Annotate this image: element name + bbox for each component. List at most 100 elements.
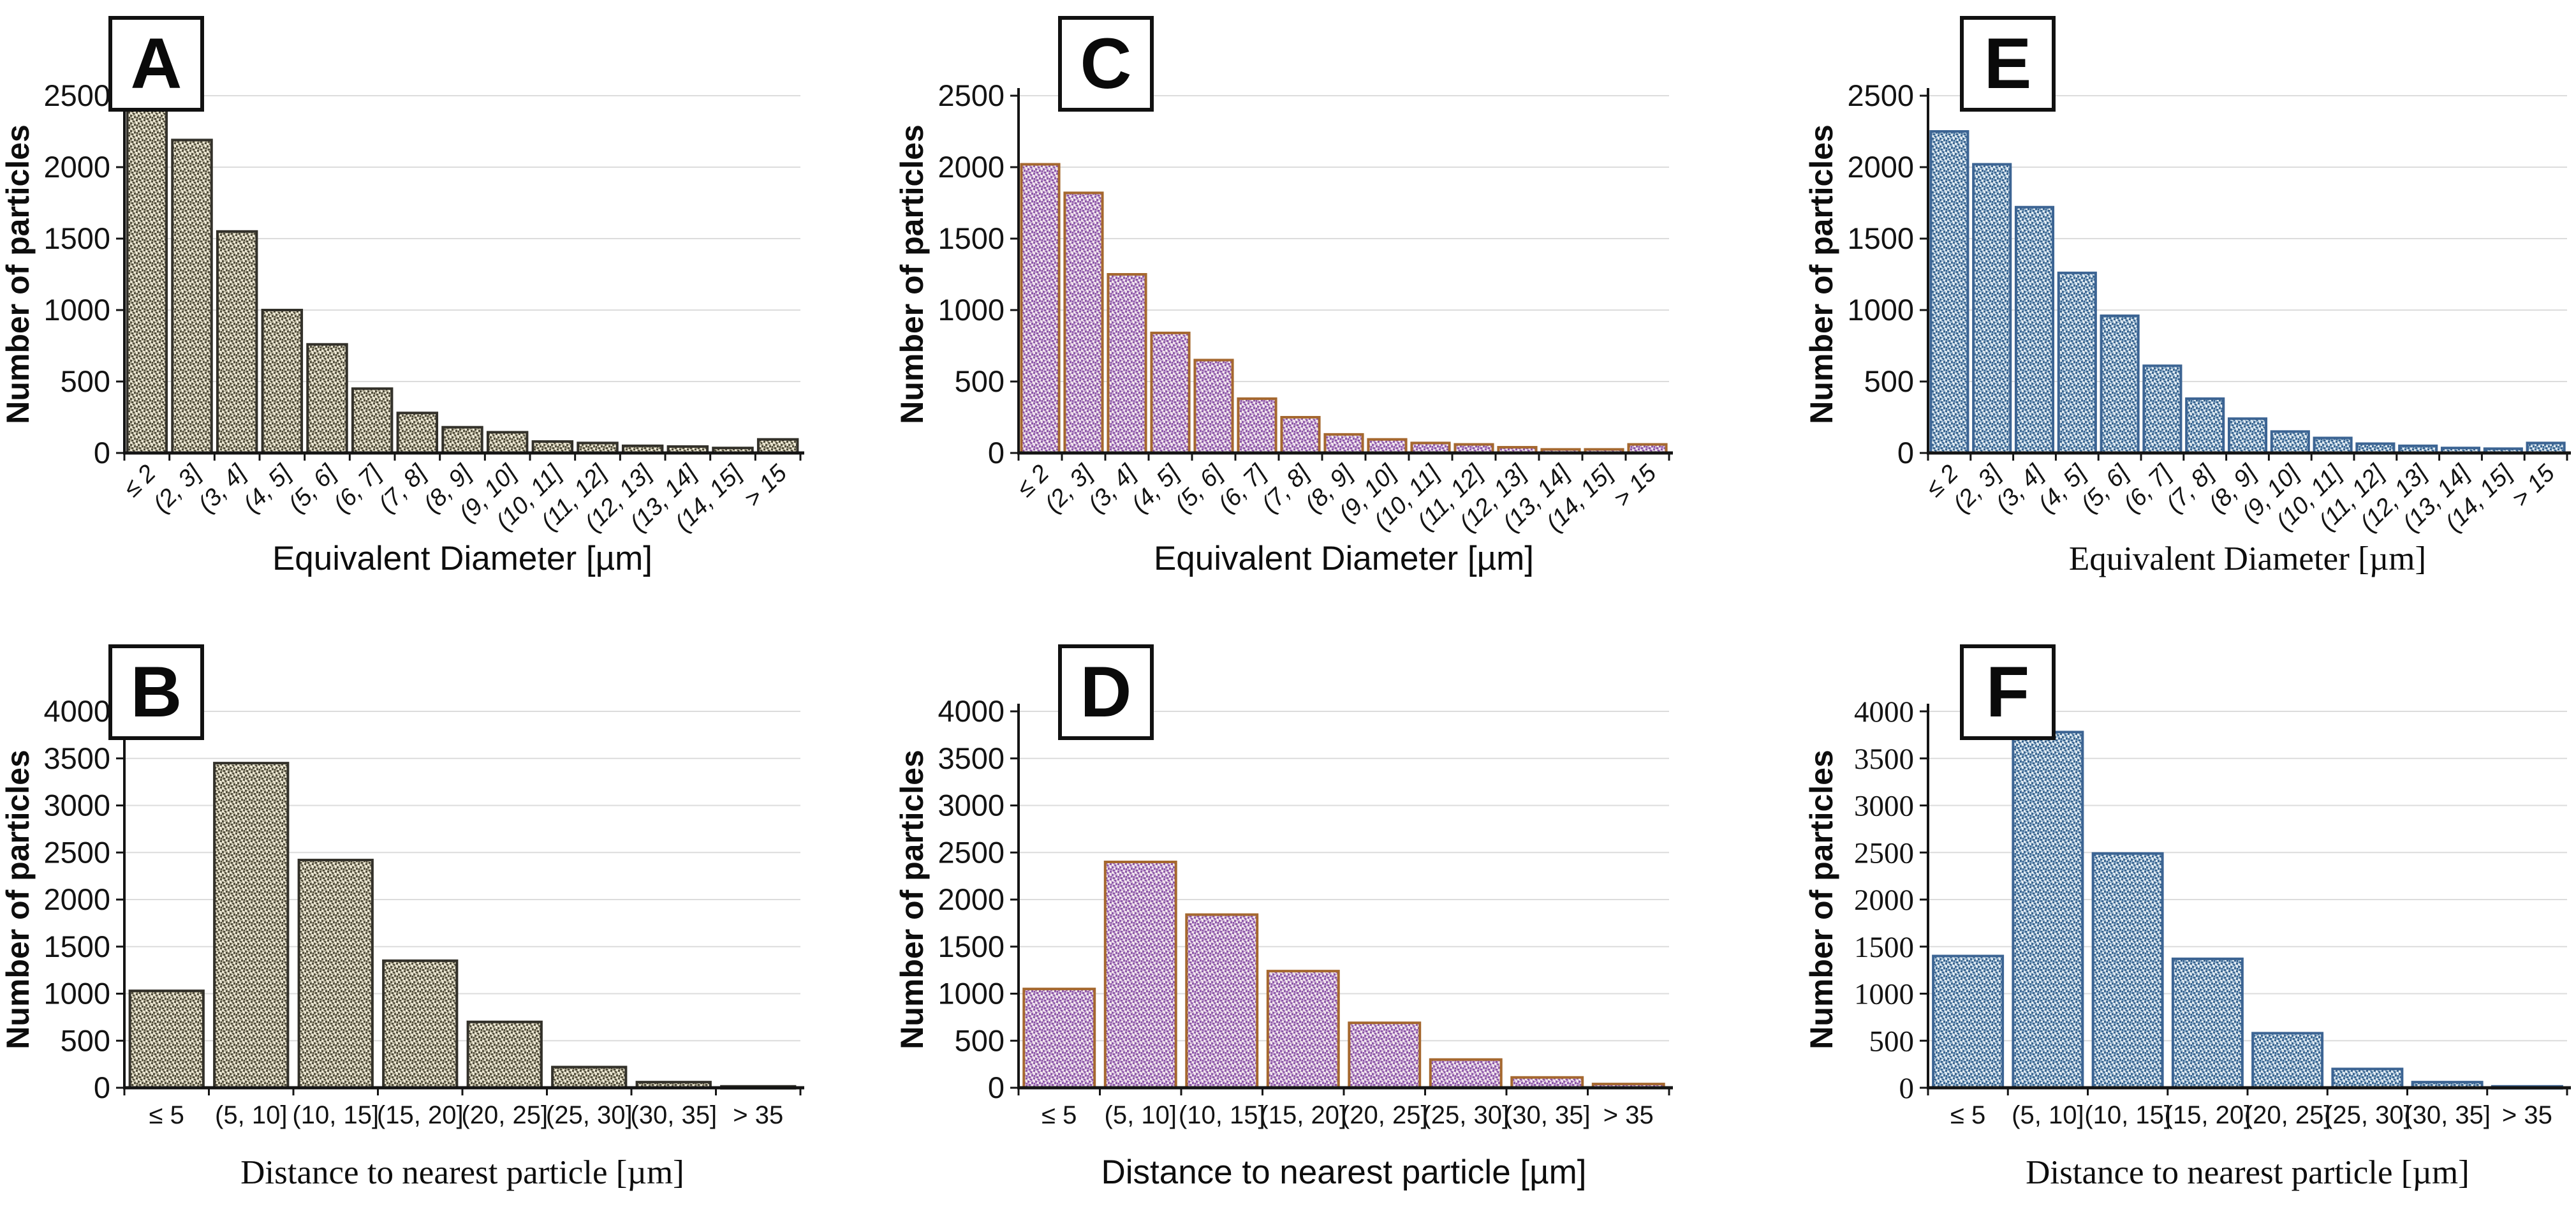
- bar-(8, 9]: [441, 426, 483, 454]
- y-tick-label: 2000: [1854, 884, 1914, 917]
- bar-> 15: [756, 438, 799, 454]
- panel-letter-f: F: [1985, 652, 2030, 732]
- y-tick-label: 3000: [43, 789, 110, 822]
- x-tick-label: (15, 20]: [377, 1101, 464, 1129]
- panel-a: 0 500 1000 1500 2000 2500 ≤ 2 (2, 3] (3, 4] (4, 5…: [0, 0, 858, 606]
- x-tick-label: (4, 5]: [1126, 459, 1185, 518]
- panel-letter-e: E: [1984, 24, 2032, 103]
- bar-(20, 25]: [2251, 1032, 2324, 1090]
- bar-(15, 20]: [1266, 970, 1340, 1089]
- x-tick-label: (5, 6]: [2076, 459, 2135, 518]
- x-tick-label: (6, 7]: [1213, 459, 1272, 518]
- y-tick-label: 1500: [938, 221, 1005, 255]
- y-tick-label: 0: [94, 1071, 110, 1104]
- y-tick-label: 2500: [938, 78, 1005, 112]
- x-tick-label: (15, 20]: [1260, 1101, 1346, 1129]
- x-tick-label: (5, 6]: [283, 459, 342, 518]
- bar-(20, 25]: [1348, 1021, 1422, 1089]
- bar-(2, 3]: [1063, 191, 1104, 454]
- y-tick-label: 4000: [43, 694, 110, 728]
- x-tick-label: (30, 35]: [630, 1101, 717, 1129]
- x-tick-label: (5, 6]: [1170, 459, 1228, 518]
- y-tick-label: 500: [61, 364, 110, 398]
- x-tick-label: (15, 20]: [2165, 1101, 2251, 1129]
- x-tick-label: (10, 15]: [1179, 1101, 1265, 1129]
- panel-label-box-d: D: [1058, 644, 1154, 740]
- panel-label-box-c: C: [1058, 16, 1154, 112]
- x-axis-title: Distance to nearest particle [µm]: [1101, 1153, 1586, 1191]
- y-tick-label: 2000: [938, 882, 1005, 916]
- x-tick-label: (10, 15]: [292, 1101, 379, 1129]
- y-tick-label: 1500: [43, 930, 110, 963]
- x-tick-label: ≤ 5: [149, 1101, 184, 1129]
- bar-(7, 8]: [2185, 397, 2225, 455]
- x-tick-label: (20, 25]: [1341, 1101, 1428, 1129]
- panel-letter-d: D: [1080, 652, 1132, 732]
- y-tick-label: 3000: [938, 789, 1005, 822]
- bar-(3, 4]: [216, 230, 258, 454]
- x-tick-label: (2, 3]: [148, 459, 207, 518]
- panel-label-box-a: A: [108, 16, 204, 112]
- x-tick-label: (25, 30]: [546, 1101, 633, 1129]
- histogram-b-nearest-distance: 0 500 1000 1500 2000 2500 3000 3500 4000 ≤ 5 (5, 1…: [0, 694, 804, 1191]
- y-tick-label: 4000: [938, 694, 1005, 728]
- x-tick-label: (20, 25]: [2244, 1101, 2331, 1129]
- bar-(3, 4]: [1107, 273, 1147, 454]
- y-tick-label: 4000: [1854, 695, 1914, 729]
- y-tick-label: 2500: [1854, 836, 1914, 870]
- x-tick-label: (20, 25]: [461, 1101, 548, 1129]
- y-tick-label: 0: [1897, 436, 1914, 470]
- bar-(15, 20]: [382, 959, 459, 1089]
- y-tick-label: 2500: [43, 78, 110, 112]
- x-tick-label: > 15: [2507, 459, 2560, 512]
- panel-b: 0 500 1000 1500 2000 2500 3000 3500 4000 ≤ 5 (5, 1…: [0, 606, 858, 1216]
- x-axis-title: Distance to nearest particle [µm]: [240, 1154, 684, 1191]
- bar-(7, 8]: [1280, 416, 1321, 454]
- panel-letter-a: A: [130, 24, 182, 103]
- y-tick-label: 2000: [1847, 150, 1914, 184]
- bar-(10, 15]: [1185, 913, 1259, 1089]
- x-tick-label: (7, 8]: [2161, 459, 2220, 518]
- bar-(4, 5]: [1150, 331, 1191, 455]
- y-tick-label: 1500: [1847, 221, 1914, 255]
- x-tick-label: (3, 4]: [1991, 459, 2049, 518]
- y-tick-label: 1000: [1854, 978, 1914, 1011]
- bar-(15, 20]: [2171, 957, 2244, 1089]
- bar-(7, 8]: [396, 412, 439, 455]
- panel-e: 0 500 1000 1500 2000 2500 ≤ 2 (2, 3] (3, 4] (4, 5…: [1718, 0, 2576, 606]
- y-tick-label: 3500: [43, 741, 110, 775]
- x-tick-label: (4, 5]: [239, 459, 297, 518]
- bar-(10, 15]: [297, 859, 374, 1089]
- y-tick-label: 2000: [43, 882, 110, 916]
- x-tick-label: > 15: [1609, 459, 1662, 512]
- histogram-f-nearest-distance: 0 500 1000 1500 2000 2500 3000 3500 4000 ≤ 5 (5, 1…: [1804, 695, 2571, 1191]
- bar-(25, 30]: [2331, 1067, 2404, 1089]
- y-tick-label: 1000: [938, 293, 1005, 327]
- panel-letter-c: C: [1080, 24, 1132, 103]
- bar-(6, 7]: [351, 387, 394, 455]
- y-tick-label: 0: [988, 436, 1005, 470]
- x-tick-label: (3, 4]: [193, 459, 252, 518]
- y-tick-label: 0: [988, 1071, 1005, 1104]
- bar-(20, 25]: [466, 1020, 543, 1089]
- x-tick-label: (10, 15]: [2084, 1101, 2171, 1129]
- y-tick-label: 1500: [43, 221, 110, 255]
- bar-≤ 5: [1932, 954, 2005, 1089]
- histogram-d-nearest-distance: 0 500 1000 1500 2000 2500 3000 3500 4000 ≤ 5 (5, 1…: [894, 694, 1673, 1191]
- y-tick-label: 1000: [43, 977, 110, 1011]
- y-axis-title: Number of particles: [1804, 124, 1839, 424]
- bar-(9, 10]: [2270, 430, 2310, 455]
- bar-(10, 15]: [2091, 852, 2164, 1089]
- bar-(2, 3]: [171, 138, 213, 454]
- x-tick-label: ≤ 5: [1950, 1101, 1985, 1129]
- bar-(9, 10]: [486, 431, 529, 455]
- y-tick-label: 500: [1864, 364, 1914, 398]
- bar-≤ 5: [128, 990, 205, 1090]
- y-tick-label: 2500: [1847, 78, 1914, 112]
- bar-(5, 6]: [1193, 359, 1234, 455]
- x-tick-label: (3, 4]: [1083, 459, 1142, 518]
- y-tick-label: 2000: [43, 150, 110, 184]
